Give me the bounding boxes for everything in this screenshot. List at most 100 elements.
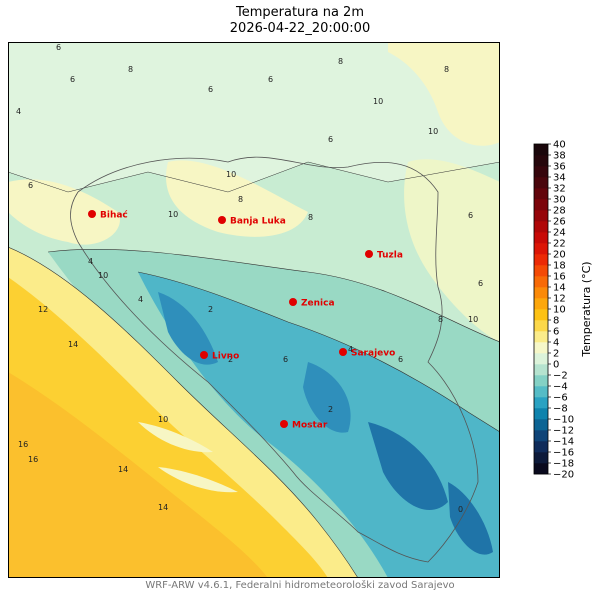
contour-label: 14	[118, 465, 128, 474]
colorbar-tick-label: 8	[553, 316, 559, 327]
contour-label: 10	[168, 210, 178, 219]
contour-label: 6	[268, 75, 273, 84]
contour-label: 6	[468, 211, 473, 220]
colorbar-tick-label: 38	[553, 151, 566, 162]
colorbar-block	[534, 232, 548, 244]
colorbar-block	[534, 342, 548, 354]
city-label: Livno	[212, 352, 239, 362]
colorbar-tick-label: −8	[553, 404, 568, 415]
contour-label: 8	[128, 65, 133, 74]
contour-label: 6	[208, 85, 213, 94]
datetime-text: 2026-04-22_20:00:00	[229, 21, 371, 36]
contour-label: 10	[98, 271, 108, 280]
city-dot	[88, 210, 96, 218]
colorbar-tick-label: 10	[553, 305, 566, 316]
contour-label: 2	[328, 405, 333, 414]
city-layer: Bihać Banja Luka Tuzla Zenica Livno Sarajevo M…	[88, 210, 403, 431]
city-dot	[289, 298, 297, 306]
colorbar-block	[534, 331, 548, 343]
colorbar-tick-label: 36	[553, 162, 566, 173]
colorbar-block	[534, 353, 548, 365]
contour-label: 14	[158, 503, 168, 512]
city-label: Mostar	[292, 421, 328, 431]
colorbar-block	[534, 441, 548, 453]
zone-north-light	[8, 42, 500, 192]
city-marker: Tuzla	[365, 250, 403, 261]
city-label: Bihać	[100, 210, 128, 221]
contour-label: 8	[444, 65, 449, 74]
city-marker: Banja Luka	[218, 216, 286, 227]
colorbar-block	[534, 452, 548, 464]
colorbar-block	[534, 430, 548, 442]
colorbar-block	[534, 364, 548, 376]
colorbar-tick-label: 16	[553, 272, 566, 283]
city-dot	[365, 250, 373, 258]
contour-label: 6	[70, 75, 75, 84]
cold-core-4	[448, 482, 493, 555]
city-dot	[339, 348, 347, 356]
colorbar-tick-label: −2	[553, 371, 568, 382]
contour-label: 8	[308, 213, 313, 222]
map-title: Temperatura na 2m 2026-04-22_20:00:00	[0, 5, 600, 37]
colorbar-tick-label: 26	[553, 217, 566, 228]
colorbar-tick-label: −10	[553, 415, 574, 426]
contour-line	[47, 248, 500, 343]
contour-label: 6	[28, 181, 33, 190]
cold-core-1	[158, 292, 218, 365]
city-dot	[280, 420, 288, 428]
cold-core-2	[303, 362, 351, 433]
colorbar-tick-label: 34	[553, 173, 566, 184]
map-frame	[8, 42, 500, 578]
footer-credit: WRF-ARW v4.6.1, Federalni hidrometeorolo…	[145, 580, 455, 591]
contour-label: 16	[28, 455, 38, 464]
colorbar-tick-label: 28	[553, 206, 566, 217]
contour-line	[137, 271, 500, 433]
contour-label: 6	[283, 355, 288, 364]
colorbar-block	[534, 320, 548, 332]
contour-label: 4	[16, 107, 21, 116]
contour-label: 8	[238, 195, 243, 204]
colorbar-tick-label: 20	[553, 250, 566, 261]
colorbar-tick-label: −16	[553, 448, 574, 459]
cold-core-3	[368, 422, 448, 511]
contour-label: 14	[68, 340, 78, 349]
city-label: Tuzla	[377, 251, 403, 261]
contour-label: 0	[458, 505, 463, 514]
colorbar-tick-label: 4	[553, 338, 559, 349]
colorbar-tick-label: 14	[553, 283, 566, 294]
colorbar-tick-label: 32	[553, 184, 566, 195]
colorbar-tick-label: −20	[553, 470, 574, 481]
contour-label: 6	[328, 135, 333, 144]
contour-label: 4	[138, 295, 143, 304]
colorbar-block	[534, 309, 548, 321]
city-dot	[200, 351, 208, 359]
contour-label: 6	[398, 355, 403, 364]
colorbar-block	[534, 408, 548, 420]
city-marker: Mostar	[280, 420, 328, 431]
colorbar-tick-label: −4	[553, 382, 568, 393]
zone-yellow-east	[404, 159, 500, 342]
city-label: Sarajevo	[351, 349, 395, 359]
contour-label: 4	[348, 345, 353, 354]
contour-label: 10	[373, 97, 383, 106]
city-label: Banja Luka	[230, 217, 286, 227]
colorbar-block	[534, 243, 548, 255]
colorbar-block	[534, 177, 548, 189]
contour-label: 10	[468, 315, 478, 324]
contour-line	[8, 246, 359, 578]
country-border	[70, 156, 479, 563]
contour-label: 10	[158, 415, 168, 424]
colorbar-tick-label: 0	[553, 360, 559, 371]
colorbar: 4038363432302826242220181614121086420−2−…	[533, 140, 593, 481]
city-marker: Sarajevo	[339, 348, 395, 359]
colorbar-tick-label: −14	[553, 437, 574, 448]
colorbar-block	[534, 155, 548, 167]
colorbar-tick-label: 12	[553, 294, 566, 305]
colorbar-block	[534, 298, 548, 310]
title-text: Temperatura na 2m	[235, 5, 364, 20]
contour-label: 4	[88, 257, 93, 266]
colorbar-label: Temperatura (°C)	[580, 261, 593, 357]
island-2	[158, 467, 238, 493]
